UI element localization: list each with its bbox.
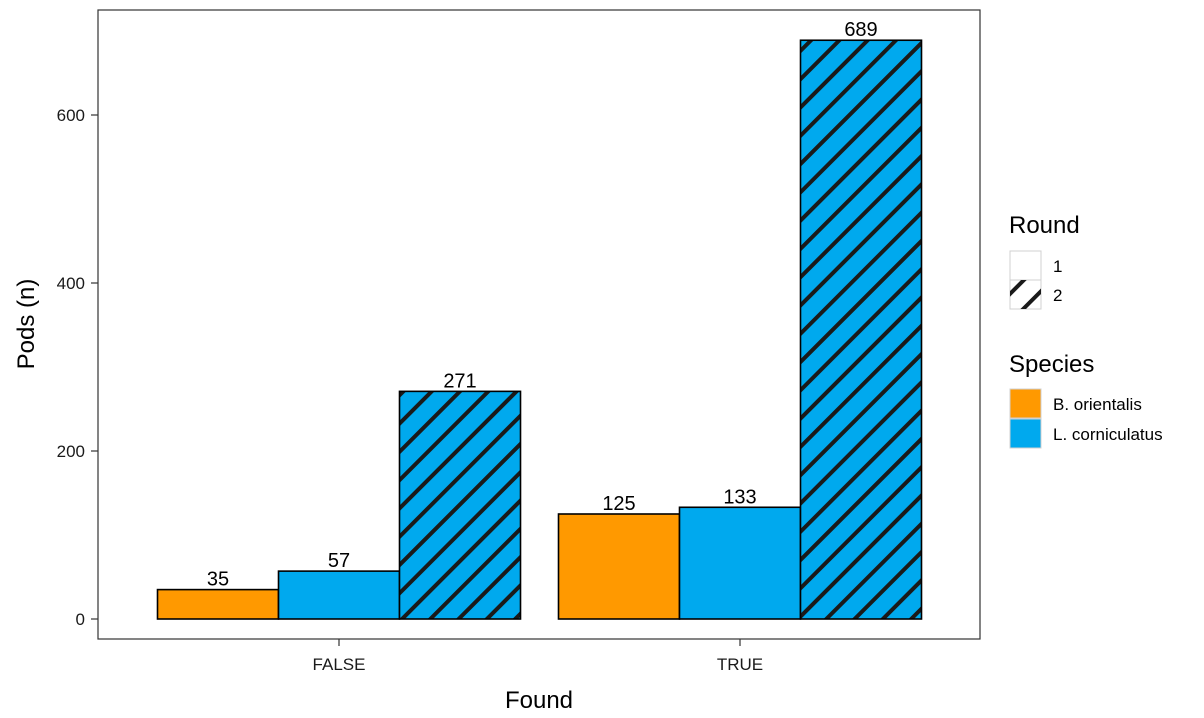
bar: [679, 507, 801, 619]
legend-round-title: Round: [1009, 212, 1080, 239]
bar-hatch: [800, 40, 922, 620]
y-tick-label: 0: [76, 610, 85, 629]
y-axis-title: Pods (n): [13, 279, 40, 370]
legend: Round 1 2 Species B. orientalis L. corni…: [1009, 212, 1163, 449]
legend-species-2-label: L. corniculatus: [1053, 425, 1163, 444]
bar-value-label: 35: [207, 569, 229, 591]
bar-outline: [398, 390, 522, 620]
legend-round-2-label: 2: [1053, 286, 1062, 305]
data-labels: 35 57 271 125 133 689: [207, 19, 878, 590]
bar: [558, 514, 680, 619]
bar-value-label: 57: [328, 550, 350, 572]
legend-round-1-key: [1009, 250, 1042, 281]
bar-hatch: [399, 391, 521, 619]
bar-value-label: 271: [443, 370, 476, 392]
legend-round-2-hatch: [1010, 280, 1041, 309]
x-tick-label: FALSE: [313, 655, 366, 674]
legend-species-title: Species: [1009, 351, 1094, 378]
bar-value-label: 125: [602, 493, 635, 515]
bar: [278, 571, 400, 619]
y-axis: 0 200 400 600: [57, 106, 98, 629]
bars: [156, 39, 923, 620]
y-tick-label: 600: [57, 106, 85, 125]
legend-species-1-key: [1009, 388, 1042, 419]
x-tick-label: TRUE: [717, 655, 763, 674]
y-tick-label: 400: [57, 274, 85, 293]
y-tick-label: 200: [57, 442, 85, 461]
x-axis-title: Found: [505, 687, 573, 714]
bar-outline: [799, 39, 923, 620]
x-axis: FALSE TRUE: [313, 639, 763, 674]
legend-species-1-label: B. orientalis: [1053, 395, 1142, 414]
bar: [157, 589, 279, 619]
bar-value-label: 133: [723, 486, 756, 508]
legend-species-2-key: [1009, 418, 1042, 449]
bar-value-label: 689: [844, 19, 877, 41]
legend-round-1-label: 1: [1053, 257, 1062, 276]
